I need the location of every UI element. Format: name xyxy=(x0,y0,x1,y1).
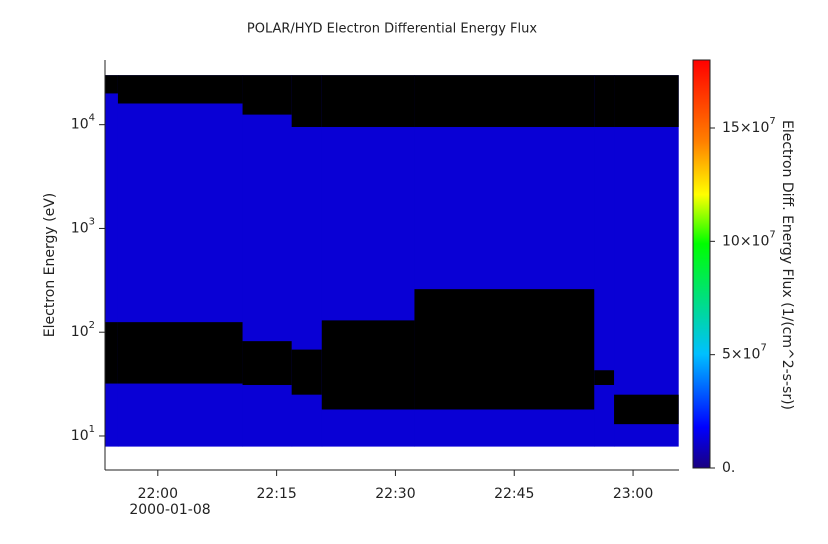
colorbar-tick-label-exp: 7 xyxy=(769,116,775,127)
x-tick-label: 22:30 xyxy=(375,486,415,502)
no-data-top xyxy=(321,75,415,127)
no-data-top xyxy=(242,75,293,115)
y-tick-label: 101 xyxy=(71,424,95,444)
colorbar xyxy=(692,59,711,469)
x-tick-label: 22:45 xyxy=(494,486,534,502)
date-label: 2000-01-08 xyxy=(129,502,210,518)
colorbar-tick-label-exp: 7 xyxy=(769,229,775,240)
no-data-top xyxy=(105,75,119,94)
y-tick-label-exp: 3 xyxy=(89,216,95,227)
colorbar-tick-label-exp: 7 xyxy=(760,343,766,354)
y-tick-label: 102 xyxy=(71,320,95,340)
flux-cell xyxy=(614,75,679,447)
no-data-gap xyxy=(614,394,679,425)
flux-cell xyxy=(117,75,244,447)
y-tick-label-exp: 1 xyxy=(89,424,95,435)
no-data-gap xyxy=(321,320,415,410)
no-data-gap xyxy=(105,322,119,384)
y-axis-label: Electron Energy (eV) xyxy=(42,193,58,337)
colorbar-tick-label: 15×107 xyxy=(722,116,776,136)
chart-title: POLAR/HYD Electron Differential Energy F… xyxy=(247,22,537,37)
y-tick-label-exp: 4 xyxy=(89,113,95,124)
y-tick-label-base: 10 xyxy=(71,117,89,133)
colorbar-tick-label: 0. xyxy=(722,460,735,476)
no-data-gap xyxy=(242,341,293,385)
flux-cell xyxy=(242,75,293,447)
colorbar-tick-label-base: 10×10 xyxy=(722,233,769,249)
x-tick-label: 23:00 xyxy=(613,486,653,502)
colorbar-tick-label-base: 5×10 xyxy=(722,347,760,363)
colorbar-tick-label-base: 15×10 xyxy=(722,120,769,136)
no-data-gap xyxy=(414,289,595,410)
flux-cell xyxy=(594,75,615,447)
no-data-gap xyxy=(117,322,244,384)
no-data-top xyxy=(414,75,595,127)
y-tick-label: 104 xyxy=(71,113,95,133)
flux-cell xyxy=(105,75,119,447)
no-data-top xyxy=(614,75,679,127)
y-tick-label-base: 10 xyxy=(71,324,89,340)
no-data-top xyxy=(594,75,615,127)
colorbar-tick-label: 5×107 xyxy=(722,343,767,363)
no-data-gap xyxy=(291,349,323,395)
colorbar-tick-label: 10×107 xyxy=(722,229,776,249)
x-tick-label: 22:00 xyxy=(138,486,178,502)
x-tick-label: 22:15 xyxy=(256,486,296,502)
y-tick-label-base: 10 xyxy=(71,428,89,444)
colorbar-label: Electron Diff. Energy Flux (1/(cm^2-s-sr… xyxy=(779,120,795,410)
no-data-gap xyxy=(594,370,615,385)
y-tick-label-base: 10 xyxy=(71,220,89,236)
y-tick-label: 103 xyxy=(71,216,95,236)
colorbar-tick-label-base: 0. xyxy=(722,460,735,476)
no-data-top xyxy=(117,75,244,104)
no-data-top xyxy=(291,75,323,127)
y-tick-label-exp: 2 xyxy=(89,320,95,331)
